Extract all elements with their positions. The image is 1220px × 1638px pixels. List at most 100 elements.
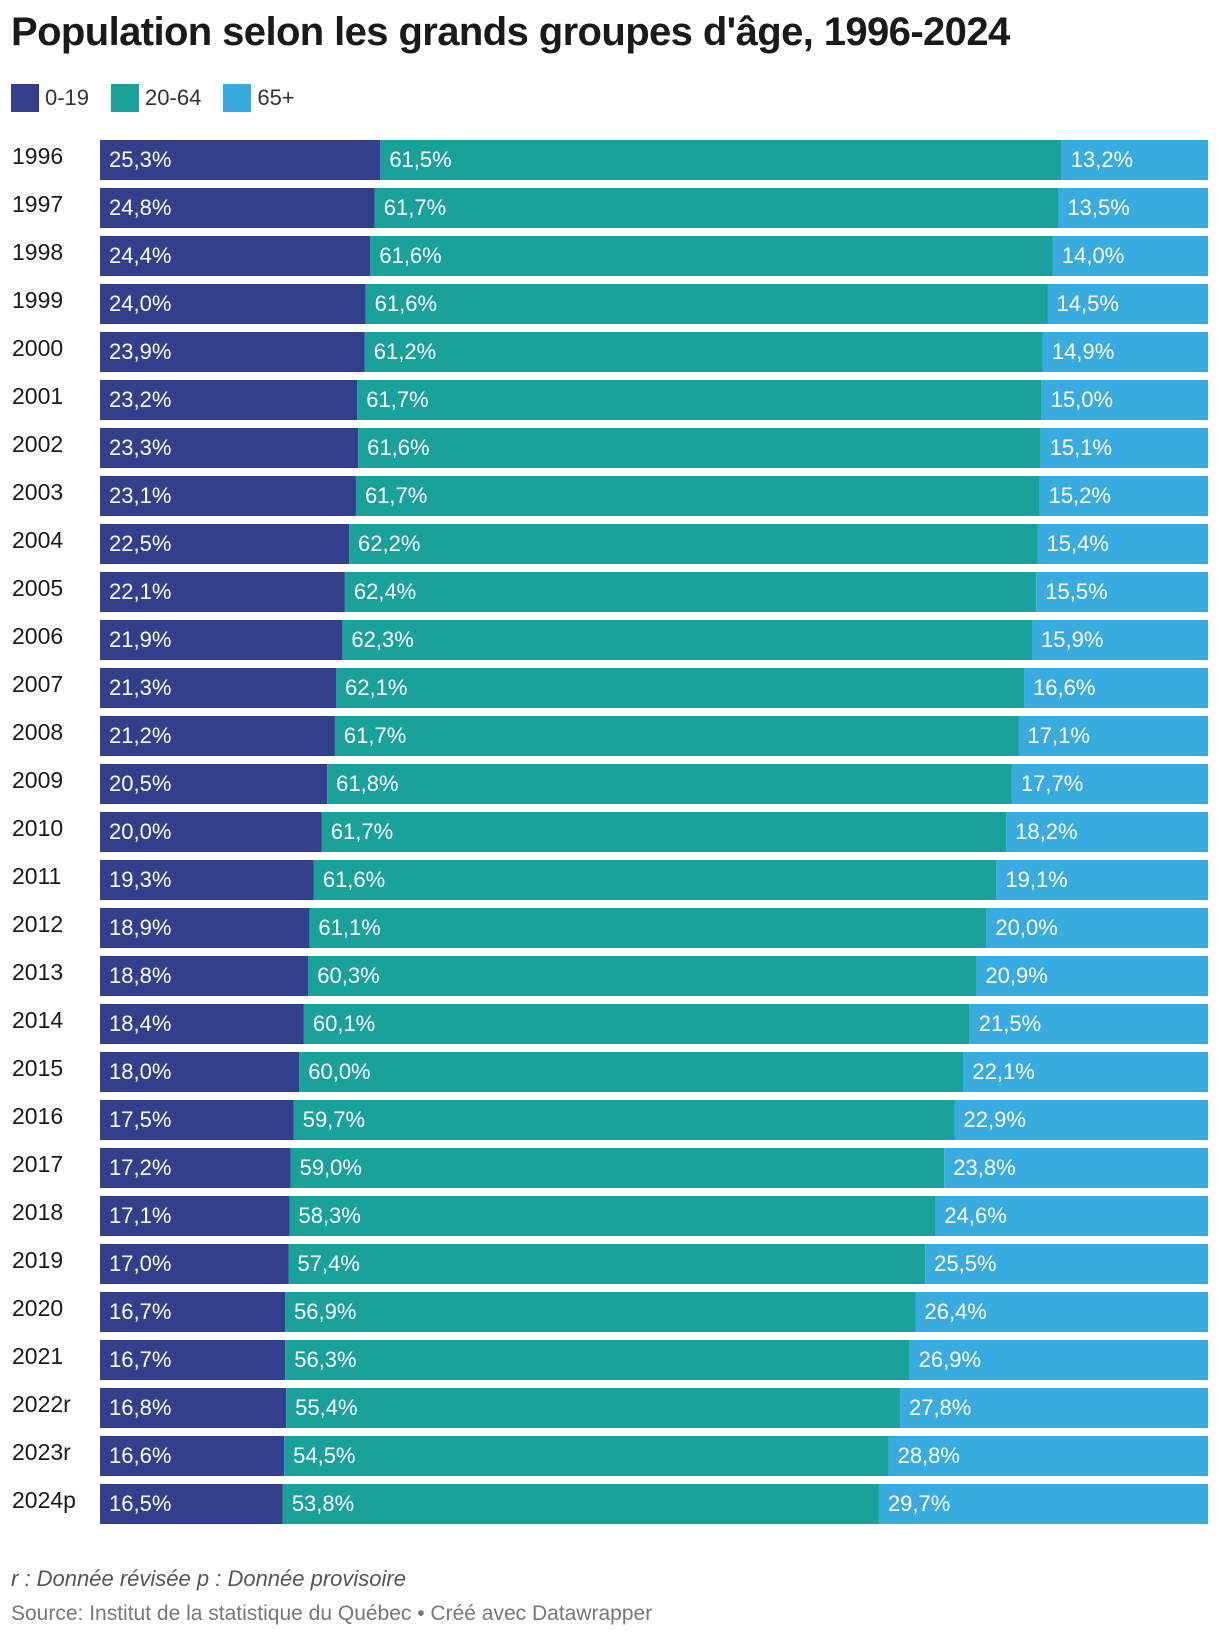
data-label-0-19-2022r: 16,8% [109,1395,171,1420]
data-label-65+-2016: 22,9% [964,1107,1026,1132]
bar-20-64-2010 [321,812,1007,852]
data-label-0-19-2000: 23,9% [109,339,171,364]
data-label-20-64-2020: 56,9% [294,1299,356,1324]
bar-0-19-2011 [100,860,314,900]
data-label-65+-2014: 21,5% [979,1011,1041,1036]
data-label-0-19-2007: 21,3% [109,675,171,700]
data-label-0-19-2016: 17,5% [109,1107,171,1132]
category-label-1996: 1996 [12,143,63,169]
source-credit: Source: Institut de la statistique du Qu… [11,1602,653,1625]
data-label-0-19-2003: 23,1% [109,483,171,508]
bar-65+-2008 [1018,716,1208,756]
bar-20-64-2006 [342,620,1032,660]
data-label-65+-2021: 26,9% [919,1347,981,1372]
data-label-65+-2004: 15,4% [1047,531,1109,556]
bar-65+-2010 [1006,812,1208,852]
bar-65+-2024p [878,1484,1208,1524]
bar-65+-2020 [915,1292,1208,1332]
bar-20-64-2016 [293,1100,955,1140]
bar-0-19-2004 [100,524,350,564]
data-label-20-64-2022r: 55,4% [295,1395,357,1420]
data-label-20-64-2021: 56,3% [294,1347,356,1372]
bar-20-64-2012 [309,908,987,948]
bar-20-64-1999 [365,284,1048,324]
data-label-65+-2002: 15,1% [1050,435,1112,460]
category-label-2000: 2000 [12,335,63,361]
bar-20-64-2015 [299,1052,964,1092]
bar-0-19-1997 [100,188,375,228]
bar-65+-1999 [1047,284,1208,324]
bar-65+-2000 [1042,332,1208,372]
data-label-65+-2005: 15,5% [1045,579,1107,604]
data-label-65+-2015: 22,1% [972,1059,1034,1084]
bar-20-64-2011 [313,860,997,900]
bar-20-64-2022r [286,1388,900,1428]
data-label-20-64-2013: 60,3% [317,963,379,988]
data-label-65+-2007: 16,6% [1033,675,1095,700]
bar-65+-2015 [963,1052,1208,1092]
category-label-2023r: 2023r [12,1439,71,1465]
bar-65+-2003 [1039,476,1208,516]
data-label-20-64-2006: 62,3% [351,627,413,652]
bar-20-64-2021 [285,1340,910,1380]
data-label-20-64-1998: 61,6% [379,243,441,268]
category-label-2010: 2010 [12,815,63,841]
bar-0-19-2000 [100,332,365,372]
bar-20-64-2009 [327,764,1012,804]
category-label-2020: 2020 [12,1295,63,1321]
category-label-2012: 2012 [12,911,63,937]
bar-0-19-2017 [100,1148,291,1188]
bar-65+-2009 [1011,764,1208,804]
data-label-0-19-1997: 24,8% [109,195,171,220]
category-label-2002: 2002 [12,431,63,457]
legend-swatch-20-64 [111,84,140,112]
bar-65+-2001 [1041,380,1208,420]
legend-label-0-19: 0-19 [45,85,90,110]
category-label-2016: 2016 [12,1103,63,1129]
legend-item-0-19: 0-19 [11,84,89,112]
data-label-20-64-2011: 61,6% [323,867,385,892]
data-label-0-19-2015: 18,0% [109,1059,171,1084]
bar-20-64-2004 [349,524,1038,564]
category-label-2013: 2013 [12,959,63,985]
legend: 0-19 20-64 65+ [11,84,317,112]
bar-0-19-2012 [100,908,310,948]
data-label-20-64-1996: 61,5% [389,147,451,172]
category-label-2018: 2018 [12,1199,63,1225]
data-label-0-19-2020: 16,7% [109,1299,171,1324]
bar-0-19-2001 [100,380,358,420]
data-label-0-19-2021: 16,7% [109,1347,171,1372]
category-label-2005: 2005 [12,575,63,601]
data-label-65+-1999: 14,5% [1057,291,1119,316]
bar-0-19-2016 [100,1100,294,1140]
bar-0-19-2018 [100,1196,290,1236]
bar-65+-2022r [899,1388,1208,1428]
legend-label-65plus: 65+ [257,85,295,110]
bar-65+-2016 [954,1100,1208,1140]
category-label-1999: 1999 [12,287,63,313]
data-label-20-64-2008: 61,7% [344,723,406,748]
bar-0-19-2023r [100,1436,285,1476]
data-label-20-64-2001: 61,7% [366,387,428,412]
bar-65+-2018 [935,1196,1208,1236]
data-label-65+-1997: 13,5% [1067,195,1129,220]
bar-0-19-1996 [100,140,381,180]
data-label-20-64-2012: 61,1% [318,915,380,940]
bar-0-19-2019 [100,1244,289,1284]
data-label-65+-2017: 23,8% [953,1155,1015,1180]
bar-65+-2002 [1040,428,1208,468]
bar-0-19-2003 [100,476,356,516]
bar-20-64-2014 [303,1004,970,1044]
stacked-bar-chart: 1996 25,3% 61,5% 13,2% 1997 24,8% 61,7% 13,5% 19… [12,140,1208,1524]
data-label-20-64-2000: 61,2% [374,339,436,364]
data-label-20-64-2009: 61,8% [336,771,398,796]
bar-65+-1996 [1061,140,1208,180]
data-label-65+-1996: 13,2% [1071,147,1133,172]
bar-0-19-2005 [100,572,345,612]
category-label-2008: 2008 [12,719,63,745]
data-label-20-64-1997: 61,7% [384,195,446,220]
bar-20-64-2003 [355,476,1040,516]
bar-0-19-1998 [100,236,371,276]
data-label-0-19-1996: 25,3% [109,147,171,172]
bar-0-19-2020 [100,1292,286,1332]
